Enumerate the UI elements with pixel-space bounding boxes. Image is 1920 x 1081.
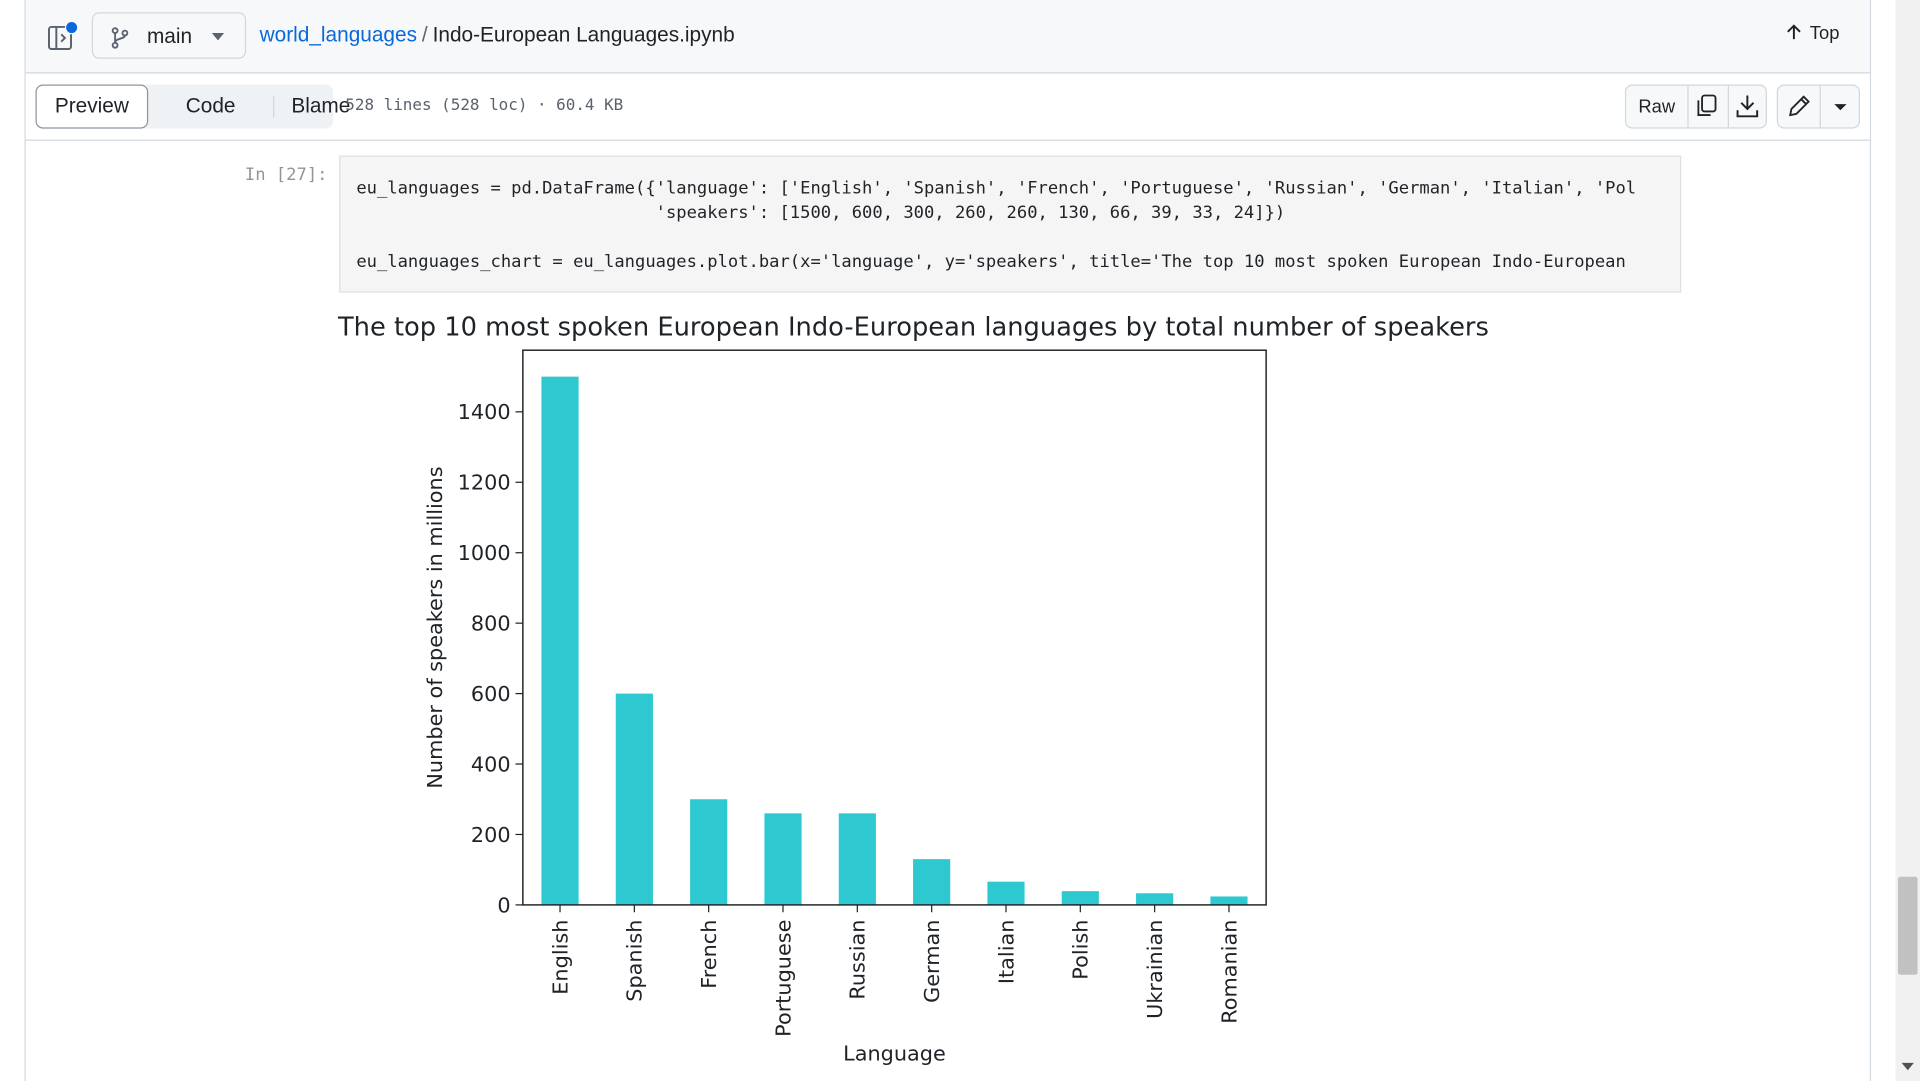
code-line: 'speakers': [1500, 600, 300, 260, 260, 1… xyxy=(356,203,1286,223)
raw-button[interactable]: Raw xyxy=(1626,86,1687,128)
sidebar-toggle-button[interactable] xyxy=(39,17,81,56)
chart-bar xyxy=(690,799,728,905)
x-tick-label: Portuguese xyxy=(771,920,795,1037)
chart-bar xyxy=(1210,896,1248,905)
chart-bar xyxy=(764,813,802,905)
bar-chart: English Spanish French Portuguese Russian Ger… xyxy=(423,349,1267,1065)
edit-actions-group xyxy=(1776,84,1861,129)
group-separator xyxy=(1819,85,1821,128)
caret-down-icon xyxy=(211,33,225,41)
back-to-top-button[interactable]: Top xyxy=(1785,23,1839,44)
x-tick-label: Russian xyxy=(846,920,870,1000)
chart-bar xyxy=(1136,893,1174,905)
x-tick-label: English xyxy=(548,920,572,995)
code-block: eu_languages = pd.DataFrame({'language':… xyxy=(356,176,1636,274)
view-mode-tabs: Preview Code Blame xyxy=(35,84,350,129)
notification-dot xyxy=(64,20,79,35)
chart-title: The top 10 most spoken European Indo-Eur… xyxy=(337,312,1489,342)
cell-input-prompt: In [27]: xyxy=(244,165,328,185)
y-tick-label: 200 xyxy=(471,823,511,847)
code-cell: eu_languages = pd.DataFrame({'language':… xyxy=(339,155,1682,293)
chart-bar xyxy=(913,859,951,905)
more-edit-options-button[interactable] xyxy=(1821,86,1860,128)
file-info: 528 lines (528 loc) · 60.4 KB xyxy=(345,96,624,116)
arrow-up-icon xyxy=(1787,24,1801,40)
x-tick-label: Polish xyxy=(1069,920,1093,980)
scroll-down-arrow-icon[interactable] xyxy=(1901,1062,1914,1071)
chart-bar xyxy=(541,376,579,905)
left-border xyxy=(24,0,26,1081)
chevron-down-icon xyxy=(1834,104,1847,111)
pencil-icon xyxy=(1789,95,1810,117)
download-icon xyxy=(1736,95,1759,118)
x-tick-label: Romanian xyxy=(1217,920,1241,1024)
group-separator xyxy=(1727,85,1729,128)
y-tick-label: 1000 xyxy=(458,541,511,565)
edit-file-button[interactable] xyxy=(1778,86,1820,128)
x-tick-label: Ukrainian xyxy=(1143,920,1167,1019)
breadcrumb-repo-link[interactable]: world_languages xyxy=(259,23,417,47)
y-tick-label: 400 xyxy=(471,752,511,776)
sidebar-expand-icon xyxy=(48,25,73,50)
chart-bar xyxy=(838,813,876,905)
copy-raw-button[interactable] xyxy=(1689,86,1728,128)
back-to-top-label: Top xyxy=(1809,23,1840,45)
plot-frame xyxy=(522,349,1267,906)
breadcrumb-file-name: Indo-European Languages.ipynb xyxy=(432,23,735,47)
tab-code[interactable]: Code xyxy=(185,94,236,118)
x-tick-label: French xyxy=(697,920,721,989)
breadcrumb: world_languages / Indo-European Languages.… xyxy=(260,23,735,47)
x-tick-label: Spanish xyxy=(623,920,647,1002)
scrollbar-thumb[interactable] xyxy=(1897,876,1918,975)
y-tick-label: 1400 xyxy=(458,400,511,424)
download-button[interactable] xyxy=(1729,86,1766,128)
y-axis-label: Number of speakers in millions xyxy=(423,466,447,788)
chart-bar xyxy=(1061,891,1099,905)
y-tick-label: 800 xyxy=(471,612,511,636)
breadcrumb-separator: / xyxy=(421,23,428,47)
y-tick-label: 1200 xyxy=(458,471,511,495)
x-tick-label: German xyxy=(920,920,944,1003)
branch-selector[interactable]: main xyxy=(91,12,247,59)
tab-divider xyxy=(273,95,275,118)
group-separator xyxy=(1687,85,1689,128)
chart-bar xyxy=(987,881,1025,905)
chart-bar xyxy=(615,693,653,905)
y-tick-label: 0 xyxy=(497,893,510,917)
x-tick-label: Italian xyxy=(994,920,1018,985)
code-line: eu_languages_chart = eu_languages.plot.b… xyxy=(356,252,1626,272)
file-actions-group: Raw xyxy=(1624,84,1767,129)
tab-blame[interactable]: Blame xyxy=(291,94,351,118)
copy-icon xyxy=(1697,94,1717,117)
right-border xyxy=(1869,0,1872,1081)
git-branch-icon xyxy=(111,27,129,49)
y-tick-label: 600 xyxy=(471,682,511,706)
raw-button-label: Raw xyxy=(1638,96,1676,118)
x-axis-label: Language xyxy=(843,1041,946,1065)
file-header-bar xyxy=(25,0,1870,74)
tab-preview[interactable]: Preview xyxy=(35,84,149,129)
code-line: eu_languages = pd.DataFrame({'language':… xyxy=(356,178,1637,199)
branch-name: main xyxy=(146,24,193,48)
